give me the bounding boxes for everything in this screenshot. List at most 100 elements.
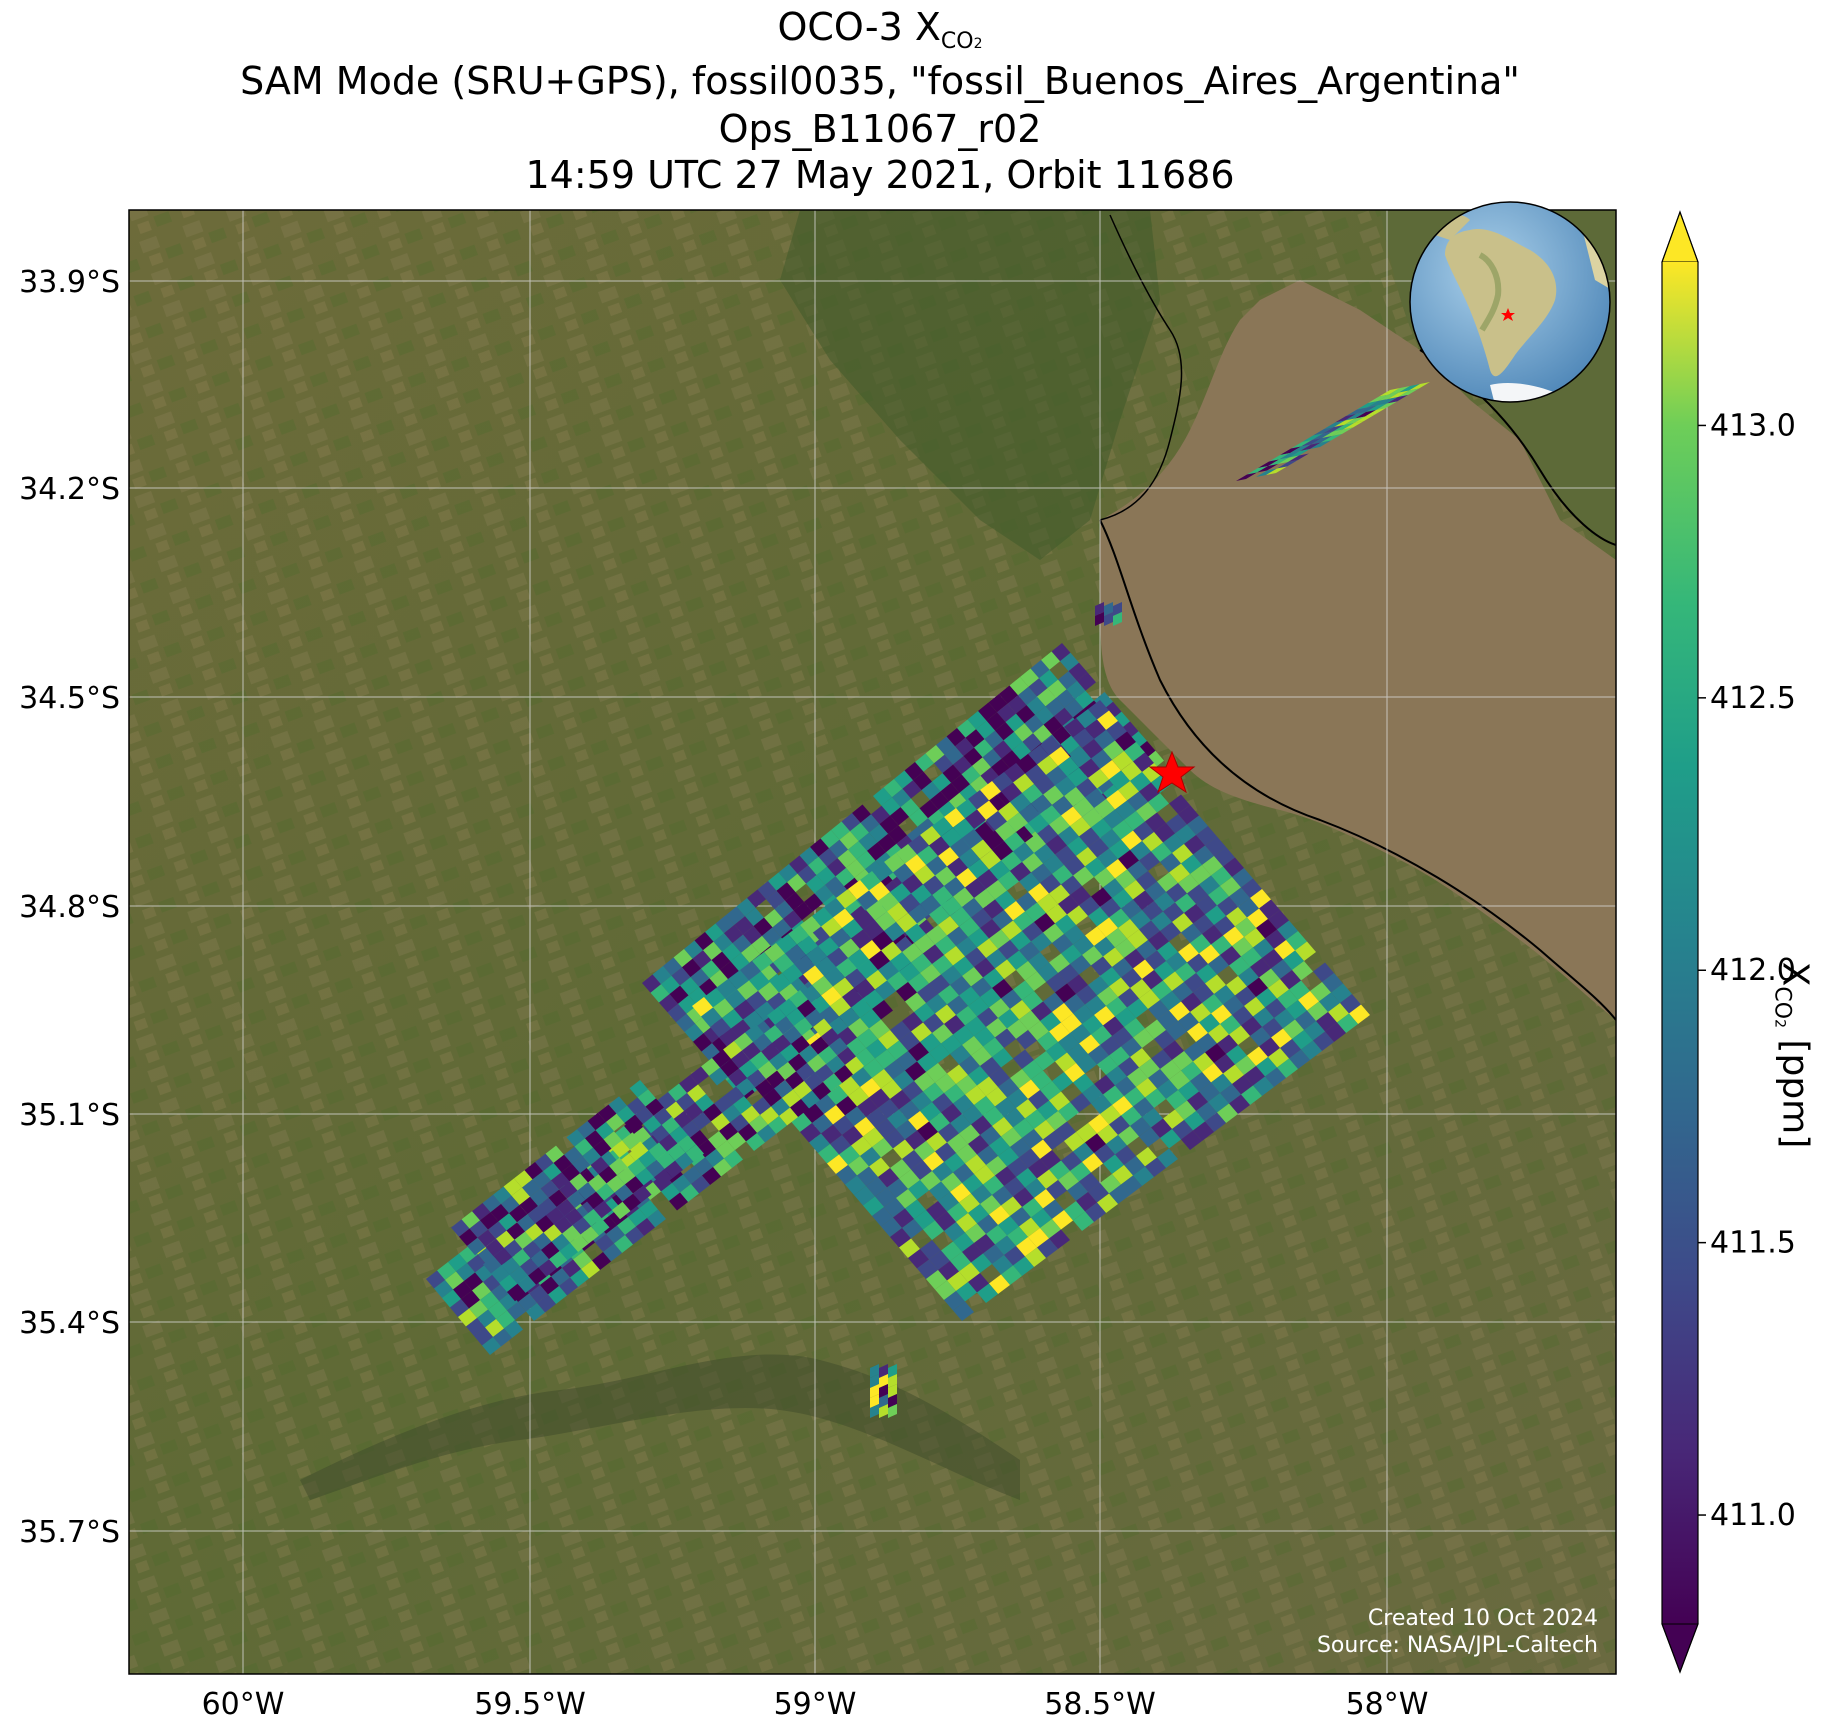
sounding-cell <box>902 1219 923 1239</box>
sounding-cell <box>746 991 767 1011</box>
chart-title: OCO-3 XCO2 <box>777 5 983 54</box>
sounding-cell <box>962 1243 983 1263</box>
sounding-cell <box>908 1042 929 1062</box>
sounding-cell <box>745 1024 764 1042</box>
sounding-cell <box>1247 908 1268 928</box>
sounding-cell <box>595 1122 614 1140</box>
sounding-cell <box>808 856 827 876</box>
sounding-cell <box>755 1079 774 1097</box>
sounding-cell <box>676 1093 695 1111</box>
sounding-cell <box>1031 1001 1052 1021</box>
sounding-cell <box>1157 872 1178 892</box>
sounding-cell <box>545 1145 564 1163</box>
sounding-cell <box>1075 690 1094 709</box>
sounding-cell <box>1001 851 1022 871</box>
sounding-cell <box>730 1114 749 1132</box>
sounding-cell <box>1073 728 1094 748</box>
sounding-cell <box>763 1088 782 1107</box>
sounding-cell <box>688 986 708 1006</box>
sounding-cell <box>878 1168 899 1188</box>
sounding-cell <box>680 977 699 996</box>
sounding-cell <box>870 1394 879 1408</box>
sounding-cell <box>953 1301 974 1321</box>
sounding-cell <box>426 1270 445 1289</box>
sounding-cell <box>1112 820 1133 840</box>
sounding-cell <box>1052 1072 1073 1092</box>
sounding-cell <box>793 1081 812 1099</box>
sounding-cell <box>588 1174 607 1192</box>
sounding-cell <box>944 946 965 966</box>
sounding-cell <box>938 1123 959 1143</box>
sounding-cell <box>1196 895 1217 915</box>
sounding-cell <box>842 919 863 939</box>
sounding-cell <box>1070 1162 1091 1182</box>
sounding-cell <box>773 953 794 973</box>
sounding-cell <box>1127 791 1148 811</box>
sounding-cell <box>902 1150 923 1170</box>
sounding-cell <box>863 1127 884 1147</box>
sounding-cell <box>793 901 813 921</box>
sounding-cell <box>892 788 911 808</box>
sounding-cell <box>926 1063 947 1083</box>
sounding-cell <box>514 1170 533 1188</box>
sounding-cell <box>1211 866 1232 886</box>
sounding-cell <box>1295 1010 1316 1030</box>
sounding-cell <box>1199 1082 1220 1102</box>
sounding-cell <box>701 1043 721 1062</box>
sounding-cell <box>678 995 697 1014</box>
sounding-cell <box>1279 451 1300 460</box>
sounding-cell <box>522 1240 541 1259</box>
sounding-cell <box>920 1240 941 1260</box>
sounding-cell <box>890 1021 911 1041</box>
sounding-cell <box>879 1394 888 1408</box>
sounding-cell <box>1187 884 1208 904</box>
sounding-cell <box>899 1100 920 1120</box>
sounding-cell <box>971 908 992 928</box>
sounding-cell <box>995 959 1016 979</box>
sounding-cell <box>926 1270 947 1290</box>
sounding-cell <box>1051 643 1071 662</box>
sounding-cell <box>863 1058 884 1078</box>
sounding-cell <box>974 1165 995 1185</box>
sounding-cell <box>1286 931 1307 951</box>
sounding-cell <box>683 1166 702 1184</box>
sounding-cell <box>504 1239 523 1258</box>
sounding-cell <box>986 1225 1007 1245</box>
sounding-cell <box>752 952 773 972</box>
sounding-cell <box>1030 660 1050 679</box>
sounding-cell <box>956 937 977 957</box>
sounding-cell <box>1001 1127 1022 1147</box>
sounding-cell <box>941 1172 962 1192</box>
sounding-cell <box>1166 952 1187 972</box>
sounding-cell <box>477 1309 496 1328</box>
sounding-cell <box>851 929 872 949</box>
sounding-cell <box>1121 1175 1142 1195</box>
sounding-cell <box>709 969 729 989</box>
sounding-cell <box>1109 1046 1130 1066</box>
sounding-cell <box>789 855 808 874</box>
sounding-cell <box>845 1175 866 1195</box>
sounding-cell <box>1178 1081 1199 1101</box>
sounding-cell <box>461 1211 480 1229</box>
sounding-cell <box>1091 1094 1112 1114</box>
sounding-cell <box>501 1257 520 1275</box>
sounding-cell <box>887 902 908 922</box>
sounding-cell <box>866 1108 887 1128</box>
sounding-cell <box>540 1276 559 1295</box>
rio-de-la-plata <box>1100 280 1616 1020</box>
sounding-cell <box>899 1238 920 1258</box>
colorbar: 413.0 412.5 412.0 411.5 411.0 <box>1661 210 1796 1674</box>
sounding-cell <box>1379 388 1400 397</box>
sounding-cell <box>856 850 876 870</box>
sounding-cell <box>1079 1172 1100 1192</box>
sounding-cell <box>1205 1043 1226 1063</box>
sounding-cell <box>1052 1003 1073 1023</box>
sounding-cell <box>791 1035 810 1054</box>
sounding-cell <box>480 1212 499 1230</box>
sounding-cell <box>959 1193 980 1213</box>
sounding-cell <box>836 958 857 978</box>
sounding-cell <box>548 1189 567 1207</box>
sounding-cell <box>977 800 998 820</box>
sounding-cell <box>1031 1208 1052 1228</box>
sounding-cell <box>837 1047 856 1065</box>
